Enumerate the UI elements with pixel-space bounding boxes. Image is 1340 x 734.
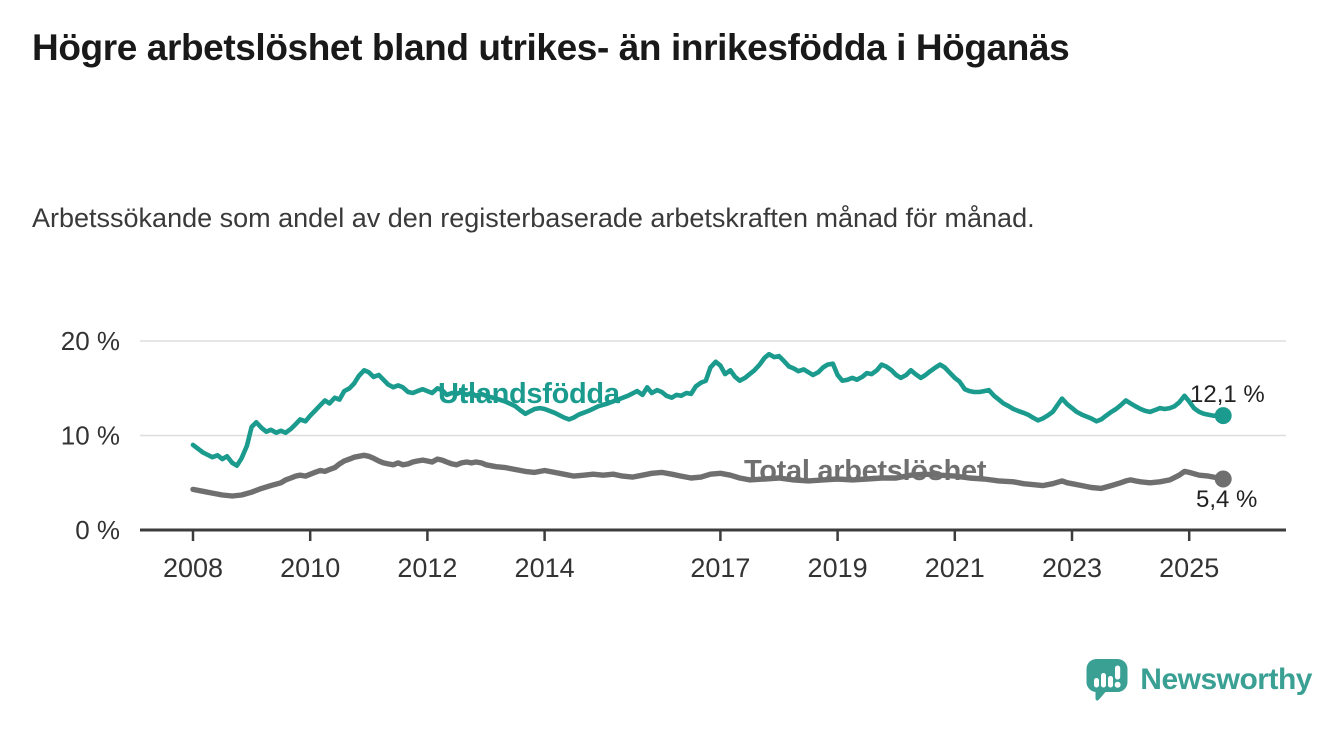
y-tick-label: 20 % [61,326,120,356]
newsworthy-brand: Newsworthy [1082,656,1312,704]
unemployment-line-chart: 0 % 10 % 20 % 2008 2010 2012 2014 2017 2019 2021 2… [61,326,1286,583]
series-label-total-arbetsloshet: Total arbetslöshet [744,455,987,487]
page-subtitle: Arbetssökande som andel av den registerb… [32,203,1035,233]
series-end-dot-utlandsfodda [1214,407,1232,425]
x-tick-label: 2019 [808,553,868,583]
x-tick-label: 2025 [1159,553,1219,583]
x-tick-label: 2017 [690,553,750,583]
x-tick-label: 2014 [515,553,575,583]
speech-bubble-bar-chart-icon [1086,659,1128,701]
x-tick-label: 2010 [280,553,340,583]
y-tick-label: 10 % [61,421,120,451]
x-tick-label: 2012 [397,553,457,583]
series-label-utlandsfodda: Utlandsfödda [438,378,620,410]
series-line-utlandsfodda [190,351,1226,468]
end-value-label-total: 5,4 % [1196,486,1258,513]
series-end-dot-total [1214,470,1232,488]
newsworthy-wordmark: Newsworthy [1140,663,1312,696]
x-tick-label: 2021 [925,553,985,583]
x-tick-label: 2008 [163,553,223,583]
y-tick-label: 0 % [75,515,120,545]
x-tick-label: 2023 [1042,553,1102,583]
end-value-label-utlandsfodda: 12,1 % [1190,381,1265,408]
page-title: Högre arbetslöshet bland utrikes- än inr… [32,27,1070,68]
series-line-total [190,452,1226,499]
